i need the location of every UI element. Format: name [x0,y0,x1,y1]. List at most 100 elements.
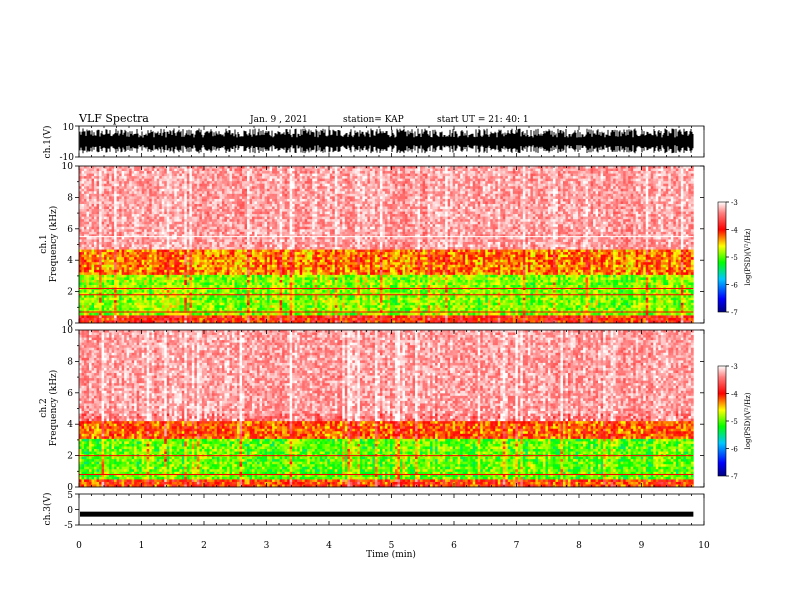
spectrogram-cell [87,169,90,172]
spectrogram-cell [202,176,205,179]
spectrogram-cell [596,176,599,179]
spectrogram-cell [142,166,145,169]
spectrogram-cell [508,176,511,179]
spectrogram-cell [260,166,263,169]
spectrogram-cell [107,176,110,179]
spectrogram-cell [129,169,132,172]
spectrogram-cell [455,166,458,169]
spectrogram-cell [117,171,120,174]
spectrogram-cell [280,171,283,174]
spectrogram-cell [402,171,405,174]
spectrogram-cell [300,169,303,172]
spectrogram-cell [270,169,273,172]
spectrogram-cell [367,169,370,172]
spectrogram-cell [430,174,433,177]
spectrogram-cell [159,174,162,177]
spectrogram-cell [342,179,345,182]
spectrogram-cell [112,171,115,174]
spectrogram-cell [79,179,82,182]
spectrogram-cell [342,166,345,169]
spectrogram-cell [428,169,431,172]
spectrogram-cell [663,174,666,177]
spectrogram-cell [315,176,318,179]
spectrogram-cell [222,176,225,179]
spectrogram-cell [428,174,431,177]
spectrogram-cell [435,176,438,179]
spectrogram-cell [297,169,300,172]
spectrogram-cell [144,171,147,174]
spectrogram-cell [493,176,496,179]
spectrogram-cell [302,166,305,169]
spectrogram-cell [335,176,338,179]
spectrogram-cell [122,166,125,169]
spectrogram-cell [523,166,526,169]
spectrogram-cell [460,171,463,174]
spectrogram-cell [297,171,300,174]
spectrogram-cell [611,169,614,172]
spectrogram-cell [438,174,441,177]
spectrogram-cell [558,171,561,174]
spectrogram-cell [433,171,436,174]
spectrogram-cell [179,176,182,179]
spectrogram-cell [355,166,358,169]
spectrogram-cell [678,171,681,174]
spectrogram-cell [375,176,378,179]
spectrogram-cell [94,166,97,169]
spectrogram-cell [242,171,245,174]
spectrogram-cell [380,179,383,182]
spectrogram-cell [292,174,295,177]
spectrogram-cell [107,179,110,182]
spectrogram-cell [676,176,679,179]
spectrogram-cell [435,174,438,177]
spectrogram-cell [207,176,210,179]
spectrogram-cell [410,174,413,177]
spectrogram-cell [265,171,268,174]
spectrogram-cell [465,174,468,177]
spectrogram-cell [448,169,451,172]
spectrogram-cell [147,176,150,179]
spectrogram-cell [347,166,350,169]
spectrogram-cell [586,176,589,179]
spectrogram-cell [508,169,511,172]
spectrogram-cell [204,166,207,169]
spectrogram-cell [591,174,594,177]
spectrogram-cell [317,169,320,172]
spectrogram-cell [370,179,373,182]
spectrogram-cell [224,169,227,172]
spectrogram-cell [337,176,340,179]
spectrogram-cell [565,174,568,177]
spectrogram-cell [400,171,403,174]
spectrogram-cell [601,171,604,174]
spectrogram-cell [217,166,220,169]
spectrogram-cell [618,174,621,177]
spectrogram-cell [327,179,330,182]
spectrogram-cell [87,179,90,182]
spectrogram-cell [357,179,360,182]
spectrogram-cell [222,179,225,182]
spectrogram-cell [470,174,473,177]
spectrogram-cell [277,176,280,179]
spectrogram-cell [124,174,127,177]
spectrogram-cell [365,169,368,172]
spectrogram-cell [164,171,167,174]
spectrogram-cell [239,171,242,174]
spectrogram-cell [199,174,202,177]
spectrogram-cell [565,169,568,172]
spectrogram-cell [310,169,313,172]
spectrogram-cell [157,176,160,179]
spectrogram-cell [543,166,546,169]
spectrogram-cell [275,169,278,172]
spectrogram-cell [490,171,493,174]
spectrogram-cell [250,171,253,174]
spectrogram-cell [287,166,290,169]
spectrogram-cell [280,166,283,169]
spectrogram-cell [320,166,323,169]
spectrogram-cell [621,176,624,179]
spectrogram-cell [312,174,315,177]
spectrogram-cell [325,169,328,172]
spectrogram-cell [450,176,453,179]
spectrogram-cell [515,176,518,179]
spectrogram-cell [385,169,388,172]
spectrogram-cell [262,174,265,177]
spectrogram-cell [194,176,197,179]
